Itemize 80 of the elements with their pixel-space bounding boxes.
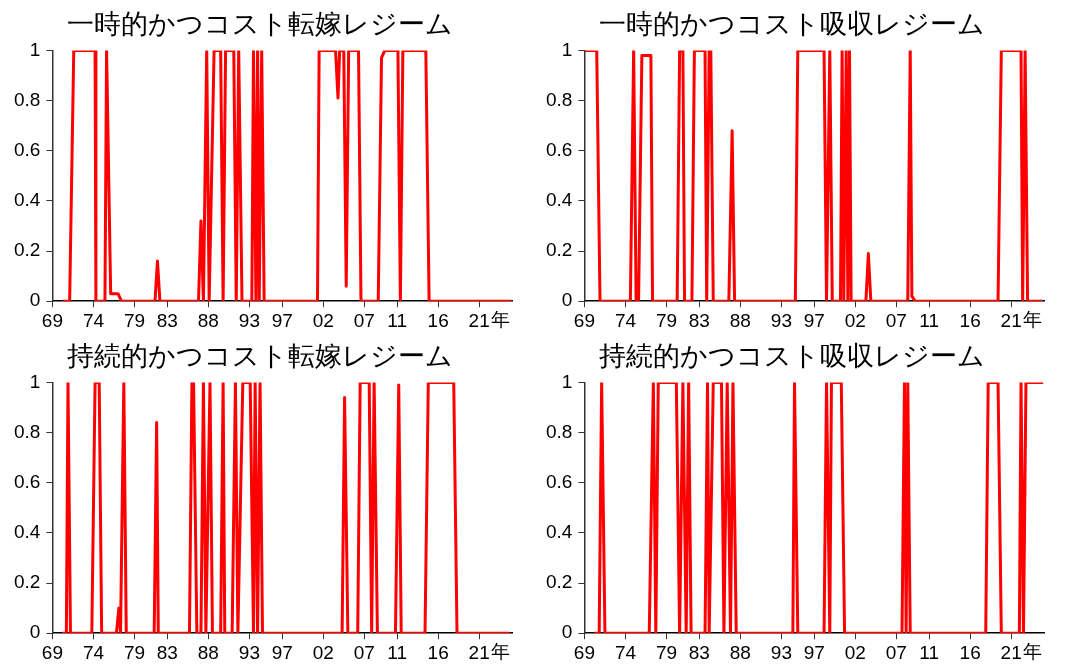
x-tick-label: 02 <box>312 641 334 663</box>
x-tick-label: 83 <box>688 641 710 663</box>
x-tick-label: 16 <box>427 309 449 331</box>
y-tick-label: 1 <box>561 370 573 392</box>
x-tick-label: 16 <box>959 641 981 663</box>
y-tick-label: 0.8 <box>13 88 41 110</box>
x-tick-label: 11 <box>919 641 939 663</box>
x-tick-label: 74 <box>614 641 637 663</box>
y-tick-label: 0.4 <box>13 189 41 211</box>
y-tick-label: 0.6 <box>13 138 41 160</box>
x-tick-label: 79 <box>655 309 678 331</box>
x-tick-label: 02 <box>844 309 866 331</box>
x-tick-label: 07 <box>885 309 907 331</box>
x-axis-title: 年 <box>490 641 510 663</box>
y-tick-label: 0.6 <box>545 138 573 160</box>
y-tick-label: 0.8 <box>13 420 41 442</box>
x-tick-label: 97 <box>271 309 293 331</box>
x-tick-label: 21 <box>468 309 490 331</box>
y-tick-label: 0 <box>561 289 573 311</box>
x-tick-label: 11 <box>387 309 407 331</box>
y-tick-label: 0.8 <box>545 420 573 442</box>
chart-title: 一時的かつコスト吸収レジーム <box>599 9 985 40</box>
x-tick-label: 79 <box>655 641 678 663</box>
y-tick-label: 0.2 <box>545 239 573 261</box>
x-tick-label: 93 <box>238 309 260 331</box>
x-tick-label: 69 <box>41 641 63 663</box>
chart-title: 一時的かつコスト転嫁レジーム <box>67 9 453 40</box>
x-tick-label: 69 <box>573 309 595 331</box>
y-tick-label: 0.8 <box>545 88 573 110</box>
x-tick-label: 07 <box>353 309 375 331</box>
x-tick-label: 79 <box>123 641 146 663</box>
x-tick-label: 88 <box>197 309 219 331</box>
x-tick-label: 69 <box>573 641 595 663</box>
y-tick-label: 0.4 <box>13 521 41 543</box>
x-tick-label: 74 <box>614 309 637 331</box>
x-tick-label: 97 <box>803 641 825 663</box>
chart-title: 持続的かつコスト転嫁レジーム <box>67 341 453 372</box>
x-tick-label: 79 <box>123 309 146 331</box>
x-tick-label: 07 <box>885 641 907 663</box>
x-tick-label: 21 <box>468 641 490 663</box>
y-tick-label: 1 <box>29 370 41 392</box>
x-tick-label: 11 <box>387 641 407 663</box>
x-tick-label: 83 <box>156 309 178 331</box>
x-tick-label: 02 <box>844 641 866 663</box>
x-tick-label: 69 <box>41 309 63 331</box>
y-tick-label: 0.4 <box>545 189 573 211</box>
x-tick-label: 02 <box>312 309 334 331</box>
x-tick-label: 88 <box>729 309 751 331</box>
chart-title: 持続的かつコスト吸収レジーム <box>599 341 985 372</box>
x-tick-label: 93 <box>770 641 792 663</box>
x-tick-label: 21 <box>1000 641 1022 663</box>
x-tick-label: 16 <box>959 309 981 331</box>
y-tick-label: 1 <box>561 38 573 60</box>
x-tick-label: 07 <box>353 641 375 663</box>
x-axis-title: 年 <box>490 309 510 331</box>
x-tick-label: 88 <box>729 641 751 663</box>
y-tick-label: 0.2 <box>545 571 573 593</box>
x-tick-label: 11 <box>919 309 939 331</box>
y-tick-label: 0 <box>561 621 573 643</box>
x-tick-label: 21 <box>1000 309 1022 331</box>
x-tick-label: 93 <box>770 309 792 331</box>
y-tick-label: 0.2 <box>13 239 41 261</box>
x-axis-title: 年 <box>1022 641 1042 663</box>
y-tick-label: 0 <box>29 289 41 311</box>
y-tick-label: 0.6 <box>545 470 573 492</box>
y-tick-label: 0.4 <box>545 521 573 543</box>
x-tick-label: 83 <box>688 309 710 331</box>
y-tick-label: 0 <box>29 621 41 643</box>
x-axis-title: 年 <box>1022 309 1042 331</box>
x-tick-label: 74 <box>82 309 105 331</box>
x-tick-label: 83 <box>156 641 178 663</box>
x-tick-label: 16 <box>427 641 449 663</box>
y-tick-label: 0.6 <box>13 470 41 492</box>
x-tick-label: 97 <box>271 641 293 663</box>
x-tick-label: 93 <box>238 641 260 663</box>
x-tick-label: 74 <box>82 641 105 663</box>
x-tick-label: 88 <box>197 641 219 663</box>
y-tick-label: 1 <box>29 38 41 60</box>
y-tick-label: 0.2 <box>13 571 41 593</box>
x-tick-label: 97 <box>803 309 825 331</box>
